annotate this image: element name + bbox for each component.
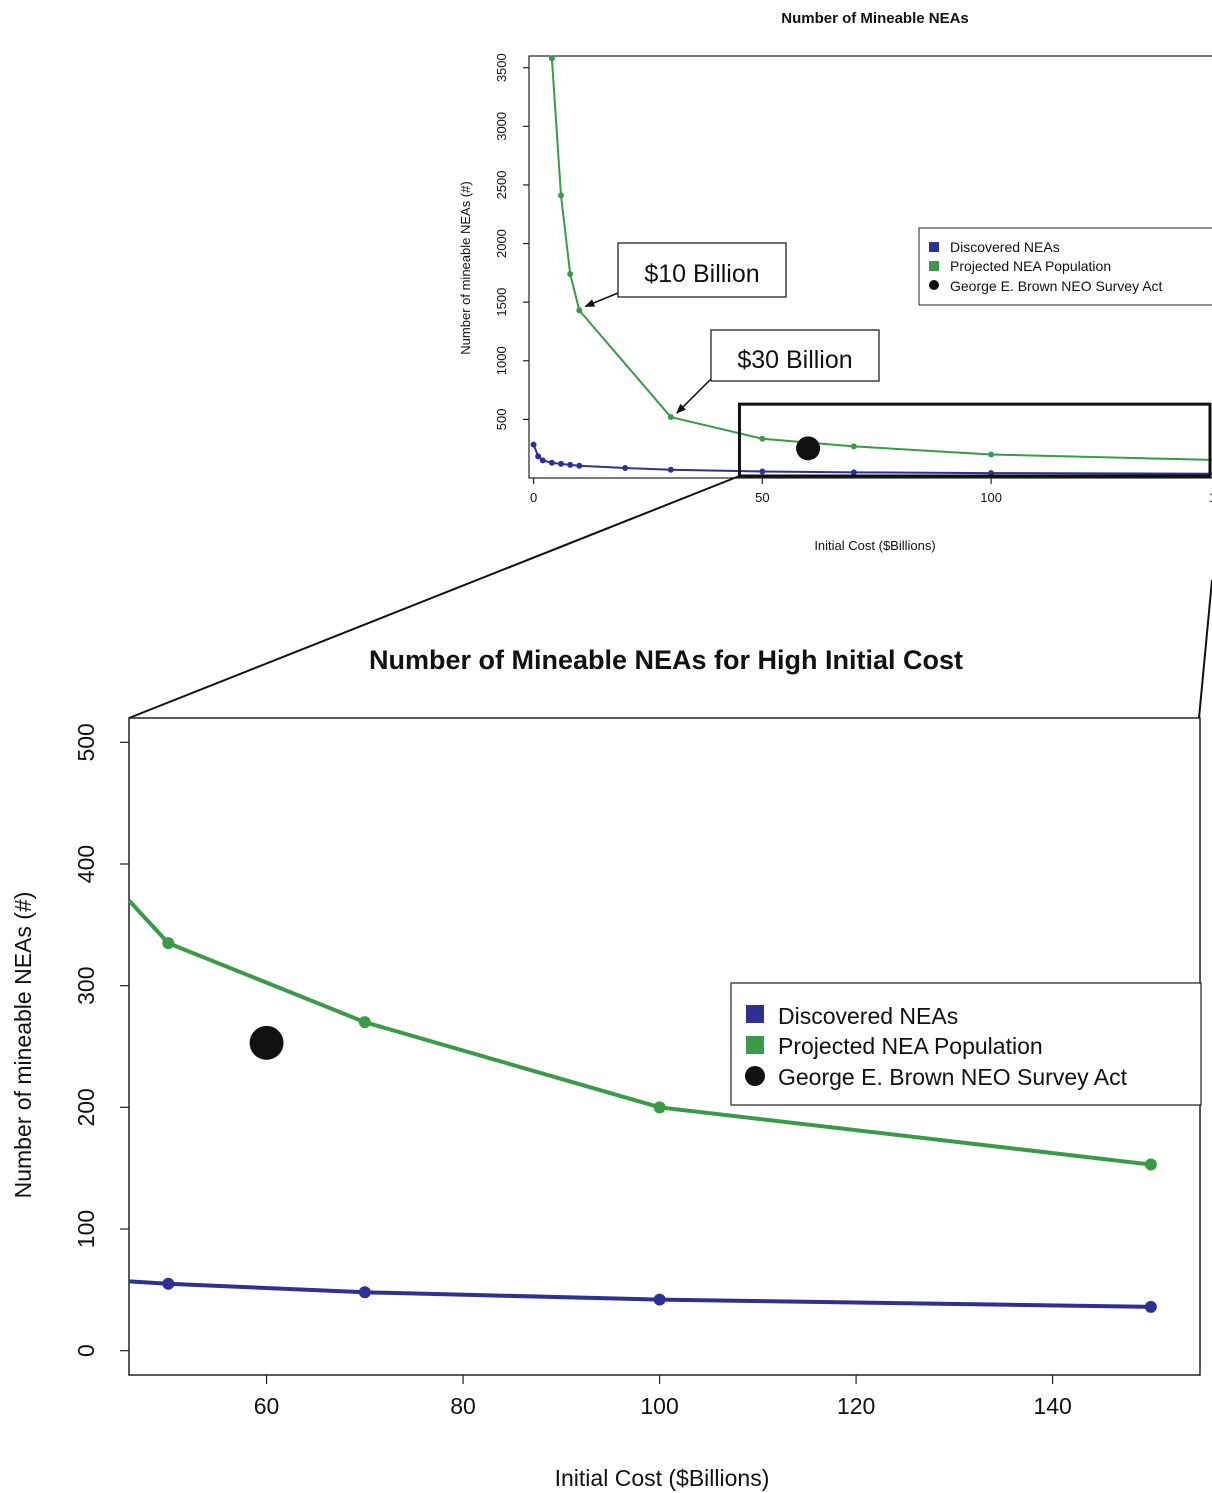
x-tick-label-60: 60: [254, 1393, 280, 1419]
y-tick-label-400: 400: [73, 845, 99, 883]
annotation-30-billion-box: [710, 329, 880, 382]
zoom-connector-left: [128, 475, 740, 719]
overview-legend-label-survey-act: George E. Brown NEO Survey Act: [950, 278, 1163, 294]
y-tick-label-500: 500: [73, 723, 99, 761]
discovered-point: [567, 461, 574, 468]
overview-series: [530, 55, 1212, 477]
x-tick-label-50: 50: [755, 490, 769, 505]
overview-y-label: Number of mineable NEAs (#): [458, 181, 473, 354]
discovered-point: [850, 469, 857, 476]
discovered-series-line: [128, 1279, 1151, 1309]
y-tick-label-1000: 1000: [494, 346, 509, 375]
annotation-30-billion-arrow: [676, 378, 712, 414]
x-tick-label-80: 80: [450, 1393, 476, 1419]
zoom-series: [127, 899, 1157, 1313]
y-tick-label-0: 0: [73, 1344, 99, 1357]
overview-x-label: Initial Cost ($Billions): [814, 538, 935, 553]
zoom-x-label: Initial Cost ($Billions): [555, 1465, 770, 1491]
projected-point: [653, 1101, 666, 1114]
y-tick-label-3000: 3000: [494, 112, 509, 141]
discovered-point: [539, 457, 546, 464]
discovered-point: [548, 459, 555, 466]
discovered-point: [576, 462, 583, 469]
zoom-chart: Number of Mineable NEAs for High Initial…: [10, 645, 1202, 1491]
zoom-legend-swatch-projected: [746, 1036, 764, 1054]
zoom-legend-marker-survey-act: [745, 1066, 765, 1086]
overview-zoom-region: [737, 402, 1212, 478]
zoom-legend-label-survey-act: George E. Brown NEO Survey Act: [778, 1064, 1128, 1090]
projected-point: [667, 414, 674, 421]
y-tick-label-3500: 3500: [494, 53, 509, 82]
y-tick-label-100: 100: [73, 1210, 99, 1248]
annotation-10-billion-text: $10 Billion: [644, 260, 759, 288]
overview-legend-label-discovered: Discovered NEAs: [950, 239, 1060, 255]
annotation-10-billion: $10 Billion: [584, 242, 787, 308]
projected-point: [162, 937, 175, 950]
annotation-30-billion-text: $30 Billion: [737, 346, 852, 374]
zoom-legend-label-discovered: Discovered NEAs: [778, 1003, 958, 1029]
overview-title: Number of Mineable NEAs: [781, 10, 969, 27]
overview-legend-marker-survey-act: [929, 280, 939, 290]
discovered-series-line: [532, 444, 1212, 475]
x-tick-label-150: 150: [1209, 490, 1212, 505]
zoom-y-axis: 0 100 200 300 400 500: [73, 723, 129, 1357]
x-tick-label-100: 100: [980, 490, 1002, 505]
projected-point: [358, 1016, 371, 1029]
overview-legend-swatch-projected: [929, 261, 939, 271]
discovered-point: [653, 1293, 666, 1306]
discovered-point: [558, 460, 565, 467]
overview-legend-label-projected: Projected NEA Population: [950, 258, 1111, 274]
overview-legend-swatch-discovered: [929, 242, 939, 252]
overview-y-axis: 500 1000 1500 2000 2500 3000 3500: [494, 53, 529, 430]
overview-legend-box: [918, 227, 1212, 306]
discovered-point: [358, 1286, 371, 1299]
projected-point: [988, 451, 995, 458]
projected-point: [850, 443, 857, 450]
discovered-point: [535, 453, 542, 460]
discovered-point: [622, 465, 629, 472]
zoom-x-axis: 60 80 100 120 140: [254, 1375, 1072, 1419]
overview-x-axis: 0 50 100 150: [530, 478, 1212, 505]
survey-act-point: [796, 436, 821, 461]
projected-point: [576, 307, 583, 314]
zoom-connector-right: [1198, 579, 1212, 719]
discovered-point: [530, 441, 537, 448]
projected-point: [759, 435, 766, 442]
projected-point: [1144, 1158, 1157, 1171]
x-tick-label-0: 0: [530, 490, 537, 505]
annotation-10-billion-arrow: [584, 292, 619, 308]
overview-legend: Discovered NEAs Projected NEA Population…: [918, 227, 1212, 306]
y-tick-label-300: 300: [73, 966, 99, 1004]
y-tick-label-200: 200: [73, 1088, 99, 1126]
y-tick-label-500: 500: [494, 409, 509, 431]
y-tick-label-2500: 2500: [494, 170, 509, 199]
zoom-legend-label-projected: Projected NEA Population: [778, 1033, 1043, 1059]
projected-point: [548, 55, 555, 62]
projected-point: [558, 192, 565, 199]
zoom-y-label: Number of mineable NEAs (#): [10, 892, 36, 1199]
overview-plot-frame: [528, 55, 1212, 479]
discovered-point: [162, 1277, 175, 1290]
zoom-title: Number of Mineable NEAs for High Initial…: [369, 645, 963, 675]
discovered-point: [759, 468, 766, 475]
y-tick-label-2000: 2000: [494, 229, 509, 258]
annotation-30-billion: $30 Billion: [676, 329, 880, 414]
y-tick-label-1500: 1500: [494, 288, 509, 317]
discovered-point: [667, 466, 674, 473]
projected-point: [567, 271, 574, 278]
zoom-legend: Discovered NEAs Projected NEA Population…: [730, 982, 1202, 1106]
survey-act-point: [249, 1025, 284, 1060]
zoom-legend-swatch-discovered: [746, 1005, 764, 1023]
x-tick-label-140: 140: [1033, 1393, 1071, 1419]
x-tick-label-120: 120: [837, 1393, 875, 1419]
overview-chart: Number of Mineable NEAs 5001000150020002…: [458, 10, 1212, 553]
discovered-point: [1144, 1300, 1157, 1313]
annotation-10-billion-box: [617, 242, 787, 298]
x-tick-label-100: 100: [640, 1393, 678, 1419]
zoom-legend-box: [730, 982, 1202, 1106]
